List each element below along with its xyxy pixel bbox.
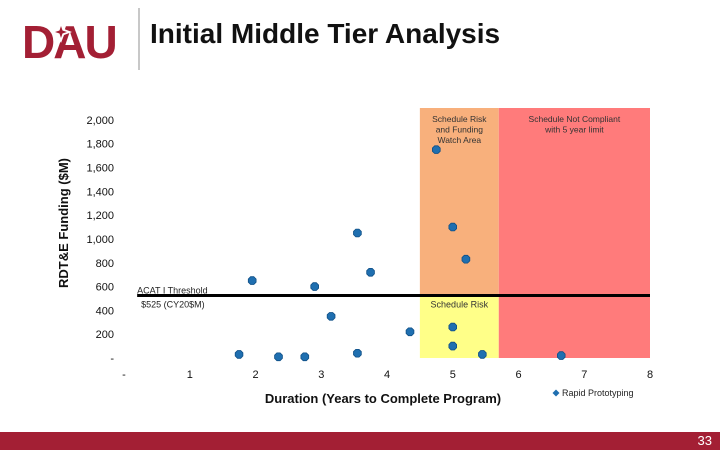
schedule-risk-label: Schedule Risk <box>431 300 489 310</box>
y-tick-label: 1,400 <box>86 186 114 198</box>
scatter-chart: - 200 400 600 800 1,000 1,200 1,400 1,600 1,800 2,… <box>56 108 653 406</box>
y-axis-ticks: - 200 400 600 800 1,000 1,200 1,400 1,600 1,800 2,… <box>86 115 114 365</box>
data-point <box>478 350 487 359</box>
page-number: 33 <box>697 433 712 448</box>
data-point <box>234 350 244 359</box>
data-point <box>326 312 336 321</box>
data-point <box>353 348 362 358</box>
threshold-value-label: $525 (CY20$M) <box>141 300 205 310</box>
page-title: Initial Middle Tier Analysis <box>150 18 501 49</box>
data-point <box>448 322 458 332</box>
x-tick-label: 4 <box>384 369 390 381</box>
x-tick-label: 3 <box>318 369 324 381</box>
x-tick-label: 6 <box>515 369 521 381</box>
y-tick-label: 2,000 <box>86 115 114 127</box>
y-tick-label: 800 <box>96 258 114 270</box>
legend: Rapid Prototyping <box>552 388 634 398</box>
data-point <box>405 327 415 337</box>
data-point <box>557 351 566 360</box>
threshold-label: ACAT I Threshold <box>137 286 208 296</box>
data-point <box>300 352 310 362</box>
not-compliant-label: Schedule Not Compliant with 5 year limit <box>529 114 621 135</box>
y-tick-label: 600 <box>96 282 114 294</box>
star-icon <box>50 21 72 43</box>
y-tick-label: 1,200 <box>86 210 114 222</box>
y-tick-label: 400 <box>96 305 114 317</box>
data-point <box>461 254 471 264</box>
header-divider <box>138 8 140 70</box>
legend-marker <box>552 389 560 397</box>
x-tick-label: 8 <box>647 369 653 381</box>
y-tick-label: 200 <box>96 329 114 341</box>
x-tick-label: 5 <box>450 369 456 381</box>
footer-bar: 33 <box>0 432 720 450</box>
watch-area-label: Schedule Risk and Funding Watch Area <box>432 114 487 145</box>
x-tick-label: 7 <box>581 369 587 381</box>
y-tick-label: - <box>110 353 114 365</box>
data-point <box>247 276 257 285</box>
y-tick-label: 1,000 <box>86 234 114 246</box>
region-schedule-risk <box>419 295 499 358</box>
data-point <box>366 267 375 277</box>
dau-logo-text: DAU <box>22 16 116 64</box>
dau-logo: DAU <box>22 16 118 64</box>
x-tick-label: 1 <box>187 369 193 381</box>
x-axis-label: Duration (Years to Complete Program) <box>265 391 501 406</box>
x-tick-label: 2 <box>252 369 258 381</box>
data-point <box>448 341 458 351</box>
y-tick-label: 1,800 <box>86 139 114 151</box>
x-axis-ticks: - 1 2 3 4 5 6 7 8 <box>122 369 653 381</box>
data-point <box>353 228 362 238</box>
data-points <box>234 145 566 362</box>
region-watch-area <box>419 108 499 296</box>
data-point <box>448 222 458 232</box>
data-point <box>431 145 441 154</box>
legend-label: Rapid Prototyping <box>562 388 634 398</box>
data-point <box>310 282 320 291</box>
region-not-compliant <box>498 108 650 358</box>
x-tick-label: - <box>122 369 126 381</box>
y-tick-label: 1,600 <box>86 163 114 175</box>
data-point <box>274 352 283 362</box>
y-axis-label: RDT&E Funding ($M) <box>56 158 71 288</box>
